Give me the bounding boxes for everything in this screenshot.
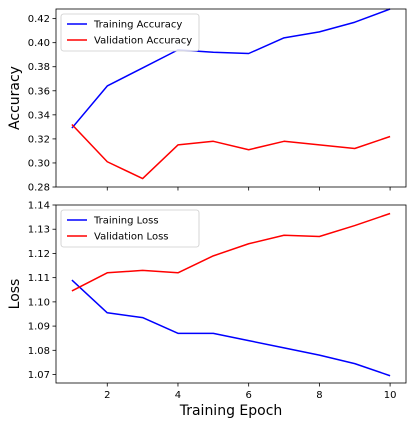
loss-ytick-label: 1.13 (28, 225, 50, 236)
accuracy-ytick-label: 0.32 (28, 134, 50, 145)
accuracy-series-line-2 (71, 123, 391, 180)
accuracy-legend-box (60, 13, 200, 52)
accuracy-ytick-label: 0.42 (28, 14, 50, 25)
loss-xtick-label: 2 (104, 390, 110, 401)
loss-xtick-label: 10 (384, 390, 397, 401)
accuracy-series-line-1 (71, 8, 391, 129)
accuracy-ytick-label: 0.36 (28, 86, 50, 97)
loss-plot-frame (55, 204, 407, 384)
loss-series-line-1 (71, 279, 391, 377)
loss-series-line-2 (71, 212, 391, 292)
accuracy-legend-label-1: Training Accuracy (93, 20, 182, 31)
accuracy-ytick-label: 0.30 (28, 158, 50, 169)
accuracy-legend-label-2: Validation Accuracy (94, 36, 192, 47)
accuracy-ytick-label: 0.34 (28, 110, 50, 121)
loss-xtick-label: 4 (175, 390, 181, 401)
accuracy-ytick-label: 0.40 (28, 38, 50, 49)
loss-xtick-label: 6 (245, 390, 251, 401)
loss-ytick-label: 1.10 (28, 297, 50, 308)
loss-ytick-label: 1.14 (28, 201, 50, 212)
loss-xlabel: Training Epoch (179, 403, 283, 419)
loss-legend-label-1: Training Loss (93, 216, 159, 227)
loss-ytick-label: 1.08 (28, 346, 50, 357)
accuracy-ytick-label: 0.38 (28, 62, 50, 73)
loss-ytick-label: 1.09 (28, 322, 50, 333)
loss-legend-label-2: Validation Loss (94, 232, 169, 243)
loss-xtick-label: 8 (316, 390, 322, 401)
loss-legend-box (60, 209, 200, 248)
loss-ytick-label: 1.11 (28, 273, 50, 284)
accuracy-ytick-label: 0.28 (28, 183, 50, 194)
loss-ytick-label: 1.12 (28, 249, 50, 260)
accuracy-plot-frame (55, 8, 407, 188)
accuracy-ylabel: Accuracy (7, 66, 23, 130)
loss-ylabel: Loss (7, 279, 23, 310)
loss-ytick-label: 1.07 (28, 370, 50, 381)
